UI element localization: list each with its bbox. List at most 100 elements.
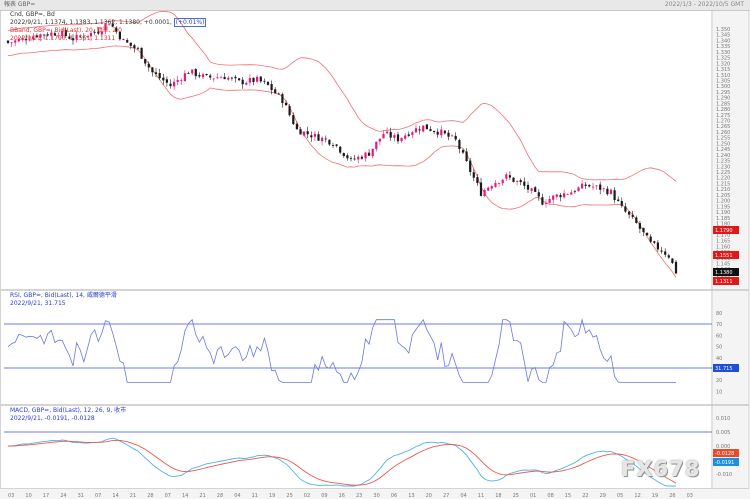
time-axis-bar bbox=[0, 489, 750, 499]
macd-tag bbox=[713, 458, 739, 466]
candle-body bbox=[577, 187, 580, 192]
candle-body bbox=[129, 42, 132, 46]
price-axis-label: 1.225 bbox=[716, 170, 730, 176]
candle-body bbox=[609, 189, 613, 194]
rsi-legend: RSI, GBP=, Bid(Last), 14, 威爾德平滑 2022/9/2… bbox=[10, 292, 117, 308]
candle-body bbox=[122, 39, 125, 41]
candle-body bbox=[555, 194, 558, 197]
candle-body bbox=[642, 227, 645, 233]
candle-body bbox=[339, 146, 342, 153]
candle-body bbox=[169, 83, 172, 87]
time-axis-label: 31 bbox=[78, 493, 84, 499]
candle-body bbox=[303, 131, 306, 136]
ohlc-values: 2022/9/21, 1.1374, 1.1383, 1.1362, 1.138… bbox=[10, 19, 172, 26]
candle-body bbox=[270, 84, 273, 91]
candle-body bbox=[570, 192, 573, 195]
time-axis-label: 22 bbox=[582, 493, 588, 499]
candle-body bbox=[530, 188, 533, 191]
candle-body bbox=[104, 24, 107, 31]
candle-body bbox=[433, 131, 436, 132]
bband-legend-line1: BBand, GBP=, Bid(Last), 20, 簡單, 2.0 bbox=[10, 27, 122, 34]
candle-body bbox=[219, 77, 223, 79]
rsi-axis-label: 10 bbox=[716, 389, 722, 395]
candle-body bbox=[523, 181, 526, 186]
time-axis-label: 29 bbox=[600, 493, 606, 499]
candle-body bbox=[353, 158, 356, 160]
candle-body bbox=[378, 138, 381, 142]
time-axis-label: 15 bbox=[565, 493, 571, 499]
candle-body bbox=[447, 132, 450, 137]
candle-body bbox=[183, 73, 186, 81]
candle-body bbox=[86, 36, 89, 37]
time-axis-label: 20 bbox=[426, 493, 432, 499]
candle-body bbox=[635, 217, 638, 223]
candle-body bbox=[649, 236, 652, 242]
time-axis-label: 02 bbox=[304, 493, 310, 499]
candle-body bbox=[613, 190, 616, 200]
candle-body bbox=[667, 255, 670, 258]
time-axis-label: 07 bbox=[165, 493, 171, 499]
candle-body bbox=[35, 35, 38, 38]
candle-body bbox=[53, 33, 56, 36]
candle-body bbox=[71, 38, 75, 41]
bband-legend-line2: 2022/9/21, 1.1790, 1.1551, 1.1311 bbox=[10, 35, 116, 42]
candle-body bbox=[151, 67, 154, 73]
candle-body bbox=[245, 82, 248, 85]
candle-body bbox=[559, 194, 562, 198]
time-axis-label: 07 bbox=[95, 493, 101, 499]
candle-body bbox=[656, 242, 659, 250]
candle-body bbox=[158, 73, 161, 79]
price-axis-label: 1.280 bbox=[716, 107, 730, 113]
candle-body bbox=[50, 32, 53, 36]
macd-legend-line1: MACD, GBP=, Bid(Last), 12, 26, 9, 收市 bbox=[10, 407, 127, 414]
price-axis-label: 1.330 bbox=[716, 50, 730, 56]
time-axis-label: 03 bbox=[687, 493, 693, 499]
price-axis-label: 1.265 bbox=[716, 124, 730, 130]
price-axis-label: 1.165 bbox=[716, 239, 730, 245]
candle-body bbox=[440, 129, 443, 136]
candle-body bbox=[266, 81, 270, 85]
candle-body bbox=[165, 79, 168, 83]
price-legend: Cnd, GBP=, Bd 2022/9/21, 1.1374, 1.1383,… bbox=[10, 11, 207, 43]
candle-body bbox=[238, 78, 241, 81]
candle-body bbox=[82, 36, 85, 38]
candle-body bbox=[321, 137, 324, 142]
price-tag bbox=[713, 251, 739, 259]
candle-body bbox=[487, 187, 490, 191]
candle-body bbox=[43, 34, 46, 36]
time-axis-label: 24 bbox=[60, 493, 66, 499]
candle-body bbox=[14, 40, 17, 43]
candle-body bbox=[61, 30, 64, 36]
price-axis-label: 1.145 bbox=[716, 262, 730, 268]
candle-body bbox=[198, 75, 201, 77]
time-axis-label: 14 bbox=[112, 493, 118, 499]
bband-lower-line bbox=[7, 45, 677, 278]
macd-panel-axis bbox=[711, 405, 750, 489]
rsi-axis-label: 40 bbox=[716, 356, 722, 362]
candle-body bbox=[429, 129, 432, 131]
candle-body bbox=[508, 175, 511, 178]
candle-body bbox=[418, 129, 421, 131]
macd-axis-label: 0.010 bbox=[716, 416, 730, 422]
candle-body bbox=[25, 38, 28, 41]
candle-body bbox=[386, 131, 389, 134]
candle-body bbox=[606, 188, 609, 195]
candle-body bbox=[331, 145, 335, 146]
candle-body bbox=[212, 78, 215, 80]
candle-body bbox=[10, 42, 13, 44]
candle-body bbox=[234, 76, 237, 79]
price-axis-label: 1.340 bbox=[716, 38, 730, 44]
candle-body bbox=[68, 36, 71, 39]
candle-body bbox=[100, 31, 103, 35]
price-axis-label: 1.245 bbox=[716, 147, 730, 153]
candle-body bbox=[17, 38, 20, 42]
candle-body bbox=[223, 76, 226, 80]
price-axis-label: 1.215 bbox=[716, 181, 730, 187]
price-legend-line2: 2022/9/21, 1.1374, 1.1383, 1.1362, 1.138… bbox=[10, 18, 207, 27]
candle-body bbox=[512, 177, 515, 182]
time-axis-label: 16 bbox=[339, 493, 345, 499]
price-axis-label: 1.190 bbox=[716, 210, 730, 216]
price-axis-label: 1.350 bbox=[716, 27, 730, 33]
price-axis-label: 1.325 bbox=[716, 56, 730, 62]
